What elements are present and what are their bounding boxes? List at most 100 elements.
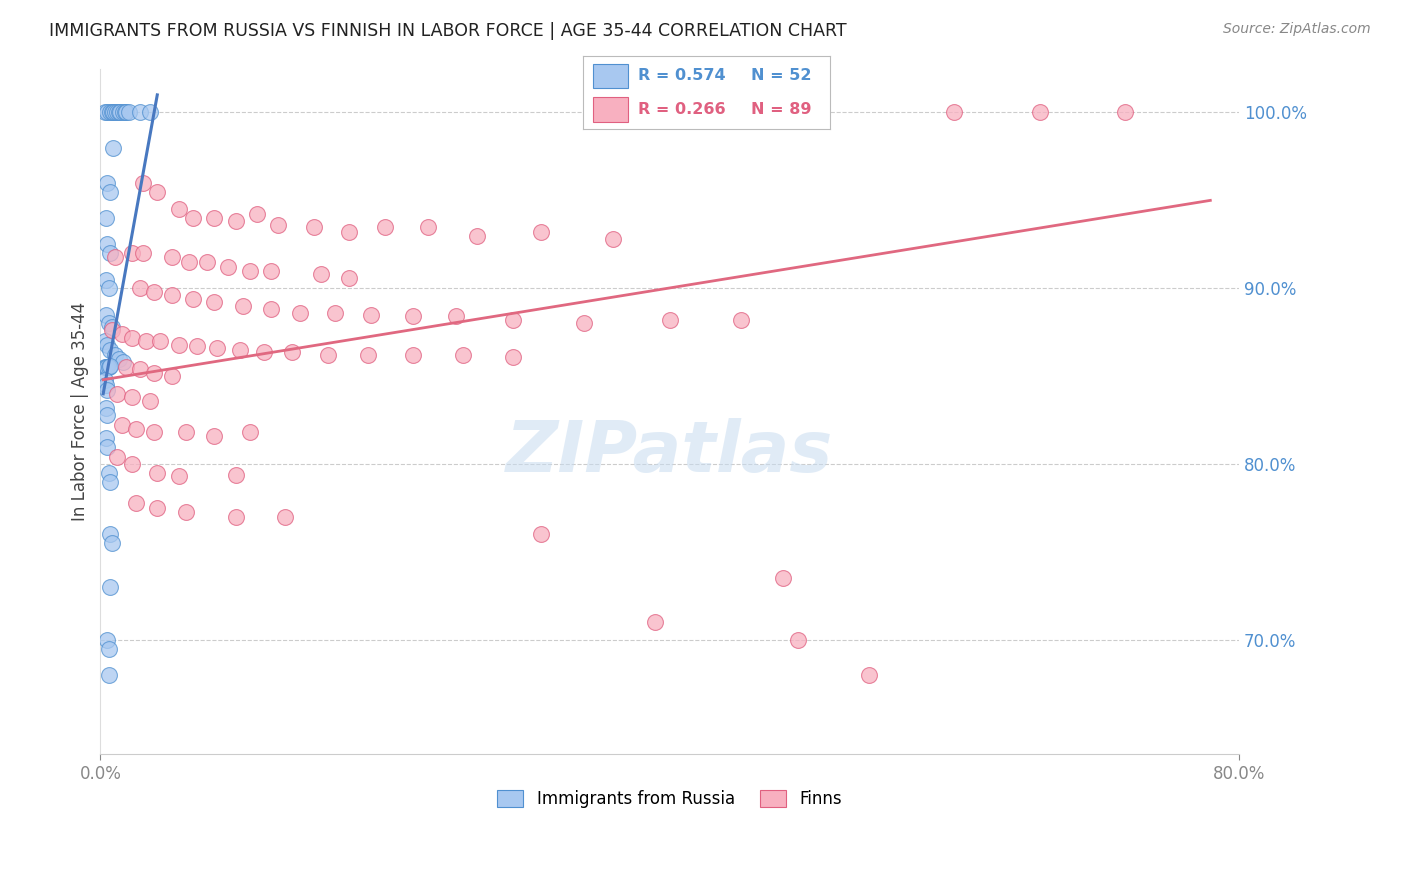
Point [103,250,125,264]
Point [96,237,118,252]
Point [139,105,162,120]
Point [115,360,138,375]
Point [98,105,121,120]
Point [502,313,524,327]
Point [323,306,346,320]
Point [101,105,124,120]
Point [644,615,666,630]
Point [129,281,152,295]
Point [337,270,360,285]
Point [160,288,183,302]
Point [121,246,143,260]
Point [94,360,117,375]
Point [93,334,115,348]
Text: R = 0.574: R = 0.574 [638,69,725,84]
Point [530,527,553,541]
Point [167,469,190,483]
Point [94,272,117,286]
Point [530,225,553,239]
Point [730,313,752,327]
Point [281,344,304,359]
Point [444,310,467,324]
Point [115,105,138,120]
Point [96,337,118,351]
Point [360,308,382,322]
Point [96,408,118,422]
Point [98,343,121,357]
Point [160,369,183,384]
Point [309,267,332,281]
Text: IMMIGRANTS FROM RUSSIA VS FINNISH IN LABOR FORCE | AGE 35-44 CORRELATION CHART: IMMIGRANTS FROM RUSSIA VS FINNISH IN LAB… [49,22,846,40]
Text: ZIPatlas: ZIPatlas [506,418,834,487]
Point [121,390,143,404]
Point [167,202,190,217]
Point [1114,105,1136,120]
Point [1028,105,1050,120]
Point [94,211,117,225]
Point [302,219,325,234]
Point [174,505,197,519]
Point [112,355,135,369]
Point [186,339,208,353]
Point [98,527,121,541]
Point [253,344,276,359]
Text: R = 0.266: R = 0.266 [638,102,725,117]
Point [98,359,121,373]
Point [97,668,120,682]
Point [132,246,155,260]
Point [129,105,152,120]
Point [288,306,311,320]
Point [139,393,162,408]
Point [146,501,169,516]
Point [108,351,131,366]
FancyBboxPatch shape [593,63,627,88]
Point [143,366,166,380]
Point [572,317,595,331]
Point [107,450,129,464]
Point [181,292,204,306]
Point [374,219,396,234]
Point [357,348,380,362]
Point [101,141,124,155]
Point [107,386,129,401]
Point [100,324,122,338]
Point [260,302,283,317]
Point [98,185,121,199]
Point [316,348,339,362]
Point [467,228,489,243]
Point [93,360,115,375]
Point [110,105,132,120]
Point [125,496,148,510]
Legend: Immigrants from Russia, Finns: Immigrants from Russia, Finns [491,783,849,814]
Point [98,580,121,594]
Point [239,263,262,277]
Point [94,308,117,322]
Point [202,429,225,443]
Point [97,466,120,480]
Point [177,255,200,269]
Point [217,260,239,275]
Y-axis label: In Labor Force | Age 35-44: In Labor Force | Age 35-44 [72,301,89,521]
Point [103,348,125,362]
Point [174,425,197,440]
Point [229,343,252,357]
Point [96,632,118,647]
Point [239,425,262,440]
Point [111,326,134,341]
Point [98,246,121,260]
Point [97,641,120,656]
Point [114,105,136,120]
Point [181,211,204,225]
Point [94,378,117,392]
Point [135,334,157,348]
Point [97,317,120,331]
Point [93,373,115,387]
Point [98,475,121,489]
Point [943,105,966,120]
Point [96,384,118,398]
Point [100,320,122,334]
Point [772,571,794,585]
Point [93,105,115,120]
Point [97,360,120,375]
FancyBboxPatch shape [593,97,627,122]
